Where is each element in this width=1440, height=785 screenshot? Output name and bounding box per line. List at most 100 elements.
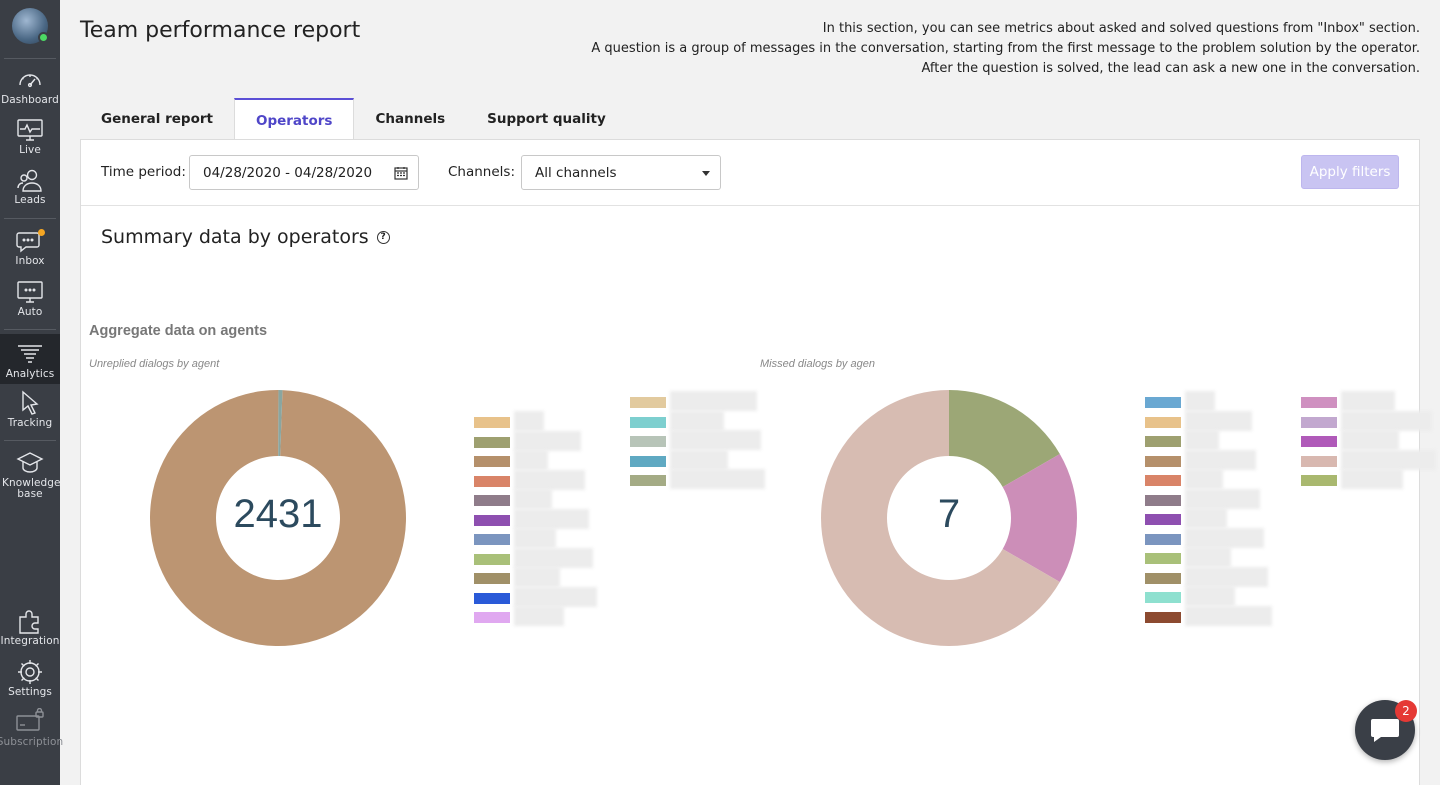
legend-label-redacted <box>1185 566 1268 587</box>
sidebar-divider <box>4 440 56 441</box>
sidebar-item-label: Knowledge base <box>2 477 61 500</box>
legend-swatch <box>1145 533 1181 545</box>
report-panel: Time period: 04/28/2020 - 04/28/2020 Cha… <box>80 139 1436 785</box>
sidebar-item-subscription[interactable]: Subscription <box>0 708 64 754</box>
sidebar-item-inbox[interactable]: Inbox <box>0 227 60 273</box>
chat-unread-count: 2 <box>1395 700 1417 722</box>
legend-label-redacted <box>514 469 585 490</box>
card-lock-icon <box>16 708 44 731</box>
chart-title: Missed dialogs by agen <box>760 358 875 370</box>
apply-filters-button[interactable]: Apply filters <box>1301 155 1399 189</box>
legend-swatch <box>474 475 510 487</box>
sidebar-item-auto[interactable]: Auto <box>0 278 60 324</box>
tab-general-report[interactable]: General report <box>101 111 213 127</box>
help-icon[interactable]: ? <box>376 230 390 244</box>
legend-swatch <box>1145 436 1181 447</box>
legend-label-redacted <box>1185 586 1235 606</box>
users-icon <box>17 169 42 192</box>
legend-swatch <box>1145 455 1181 467</box>
sidebar-item-label: Settings <box>8 686 52 698</box>
legend-swatch <box>630 416 666 428</box>
legend-swatch <box>630 397 666 408</box>
legend-label-redacted <box>670 449 728 470</box>
description-line: In this section, you can see metrics abo… <box>822 21 1420 36</box>
legend-label-redacted <box>1185 430 1219 450</box>
donut-slice[interactable] <box>1002 454 1077 582</box>
donut-slice[interactable] <box>821 390 1060 646</box>
legend-swatch <box>474 456 510 467</box>
tab-support-quality[interactable]: Support quality <box>487 111 606 127</box>
sidebar-item-label: Inbox <box>15 255 45 267</box>
legend-label-redacted <box>514 606 564 626</box>
date-range-input[interactable]: 04/28/2020 - 04/28/2020 <box>189 155 419 190</box>
sidebar-item-label: Live <box>19 144 41 156</box>
donut-slice[interactable] <box>149 390 406 646</box>
tab-operators[interactable]: Operators <box>233 98 355 141</box>
legend-swatch <box>474 514 510 526</box>
sidebar-item-leads[interactable]: Leads <box>0 166 60 212</box>
legend-swatch <box>1145 416 1181 428</box>
description-line: A question is a group of messages in the… <box>591 41 1420 56</box>
legend-label-redacted <box>670 430 761 450</box>
sidebar-item-live[interactable]: Live <box>0 116 60 162</box>
report-tabs: General report Operators Channels Suppor… <box>80 98 627 141</box>
legend-label-redacted <box>1341 391 1395 411</box>
legend-label-redacted <box>1185 508 1227 528</box>
filters-bar: Time period: 04/28/2020 - 04/28/2020 Cha… <box>81 140 1419 206</box>
unreplied-donut-chart <box>149 390 406 646</box>
channels-select-value: All channels <box>535 164 617 181</box>
tab-channels[interactable]: Channels <box>375 111 446 127</box>
puzzle-icon <box>19 610 39 634</box>
legend-swatch <box>1145 592 1181 603</box>
summary-section-header: Summary data by operators ? <box>101 226 390 248</box>
channels-label: Channels: <box>448 164 516 180</box>
legend-label-redacted <box>1341 430 1399 450</box>
page-title: Team performance report <box>80 18 361 43</box>
monitor-pulse-icon <box>17 119 43 141</box>
chevron-down-icon <box>702 171 710 176</box>
calendar-icon[interactable] <box>394 166 408 180</box>
sidebar-item-tracking[interactable]: Tracking <box>0 389 60 435</box>
legend-swatch <box>474 612 510 623</box>
sidebar-item-dashboard[interactable]: Dashboard <box>0 66 60 112</box>
legend-label-redacted <box>514 586 597 607</box>
legend-swatch <box>1145 397 1181 408</box>
legend-swatch <box>474 495 510 506</box>
sidebar-item-integration[interactable]: Integration <box>0 607 60 653</box>
legend-swatch <box>1145 514 1181 525</box>
sidebar-item-label: Dashboard <box>1 94 59 106</box>
legend-swatch <box>474 417 510 428</box>
sidebar-item-settings[interactable]: Settings <box>0 658 60 704</box>
legend-label-redacted <box>1185 469 1223 489</box>
legend-label-redacted <box>1341 410 1432 431</box>
sidebar-item-label: Subscription <box>0 736 64 748</box>
channels-select[interactable]: All channels <box>521 155 721 190</box>
legend-label-redacted <box>1185 605 1272 626</box>
date-range-value: 04/28/2020 - 04/28/2020 <box>203 164 373 181</box>
donut-slice[interactable] <box>278 390 283 457</box>
legend-swatch <box>1301 475 1337 486</box>
legend-label-redacted <box>670 469 765 489</box>
legend-label-redacted <box>514 411 544 431</box>
legend-label-redacted <box>1185 449 1256 470</box>
graduation-cap-icon <box>16 452 44 473</box>
sidebar-item-knowledge-base[interactable]: Knowledge base <box>0 449 61 503</box>
legend-swatch <box>630 436 666 447</box>
legend-swatch <box>474 534 510 545</box>
section-description: In this section, you can see metrics abo… <box>591 19 1420 79</box>
chat-widget-button[interactable]: 2 <box>1355 700 1417 760</box>
legend-label-redacted <box>1185 547 1231 567</box>
chart-center-value: 2431 <box>233 492 323 536</box>
chart-title: Unreplied dialogs by agent <box>89 358 220 370</box>
user-avatar[interactable] <box>12 8 49 44</box>
sidebar-item-analytics[interactable]: Analytics <box>0 334 60 384</box>
donut-slice[interactable] <box>949 390 1060 487</box>
legend-label-redacted <box>1185 527 1264 548</box>
legend-swatch <box>1301 416 1337 428</box>
legend-label-redacted <box>514 528 556 548</box>
legend-swatch <box>1145 494 1181 506</box>
legend-swatch <box>474 553 510 565</box>
gauge-icon <box>19 74 41 88</box>
sidebar-divider <box>4 218 56 219</box>
legend-label-redacted <box>670 391 757 411</box>
